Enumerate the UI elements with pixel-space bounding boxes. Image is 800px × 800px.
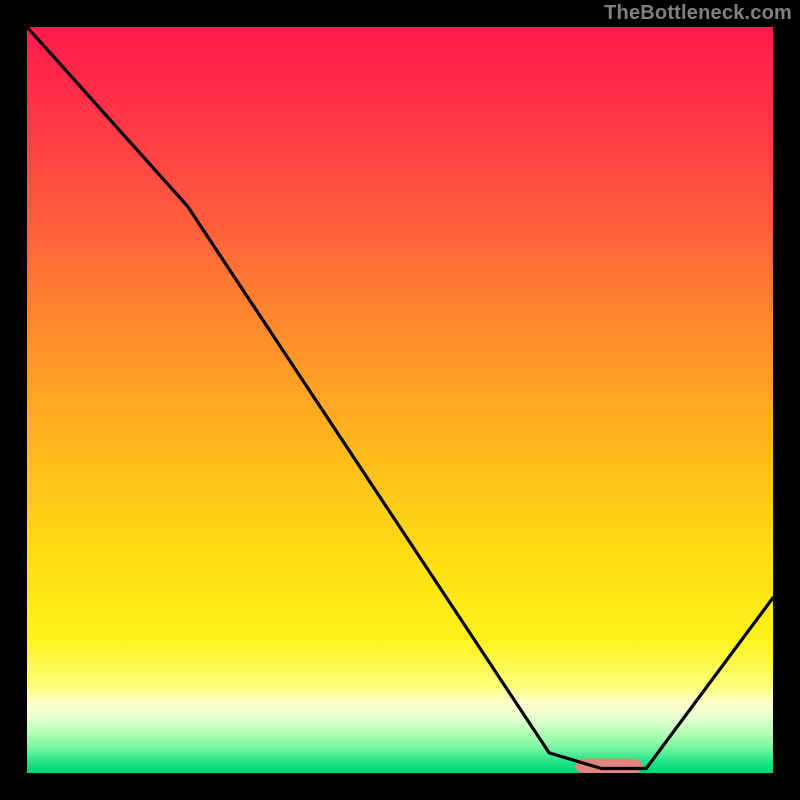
highlight-segment (575, 758, 642, 773)
watermark-text: TheBottleneck.com (604, 2, 792, 25)
chart-svg (27, 27, 773, 773)
plot-area (27, 27, 773, 773)
gradient-background (27, 27, 773, 773)
chart-frame: TheBottleneck.com (0, 0, 800, 800)
